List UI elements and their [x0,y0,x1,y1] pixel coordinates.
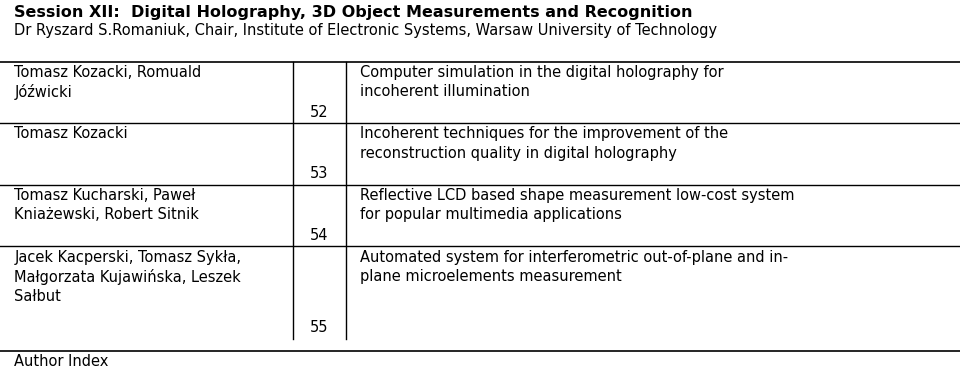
Text: Jacek Kacperski, Tomasz Sykła,
Małgorzata Kujawińska, Leszek
Sałbut: Jacek Kacperski, Tomasz Sykła, Małgorzat… [14,249,241,304]
Text: 54: 54 [310,228,328,243]
Text: Tomasz Kozacki: Tomasz Kozacki [14,126,128,141]
Text: 53: 53 [310,166,328,181]
Text: Automated system for interferometric out-of-plane and in-
plane microelements me: Automated system for interferometric out… [360,249,788,284]
Text: Incoherent techniques for the improvement of the
reconstruction quality in digit: Incoherent techniques for the improvemen… [360,126,728,160]
Text: Session XII:  Digital Holography, 3D Object Measurements and Recognition: Session XII: Digital Holography, 3D Obje… [14,5,693,19]
Text: Dr Ryszard S.Romaniuk, Chair, Institute of Electronic Systems, Warsaw University: Dr Ryszard S.Romaniuk, Chair, Institute … [14,23,717,38]
Text: Reflective LCD based shape measurement low-cost system
for popular multimedia ap: Reflective LCD based shape measurement l… [360,188,795,222]
Text: Tomasz Kucharski, Paweł
Kniażewski, Robert Sitnik: Tomasz Kucharski, Paweł Kniażewski, Robe… [14,188,200,222]
Text: Computer simulation in the digital holography for
incoherent illumination: Computer simulation in the digital holog… [360,65,724,99]
Text: 55: 55 [310,320,328,335]
Text: Author Index: Author Index [14,354,108,369]
Text: 52: 52 [310,105,328,120]
Text: Tomasz Kozacki, Romuald
Jóźwicki: Tomasz Kozacki, Romuald Jóźwicki [14,65,202,100]
